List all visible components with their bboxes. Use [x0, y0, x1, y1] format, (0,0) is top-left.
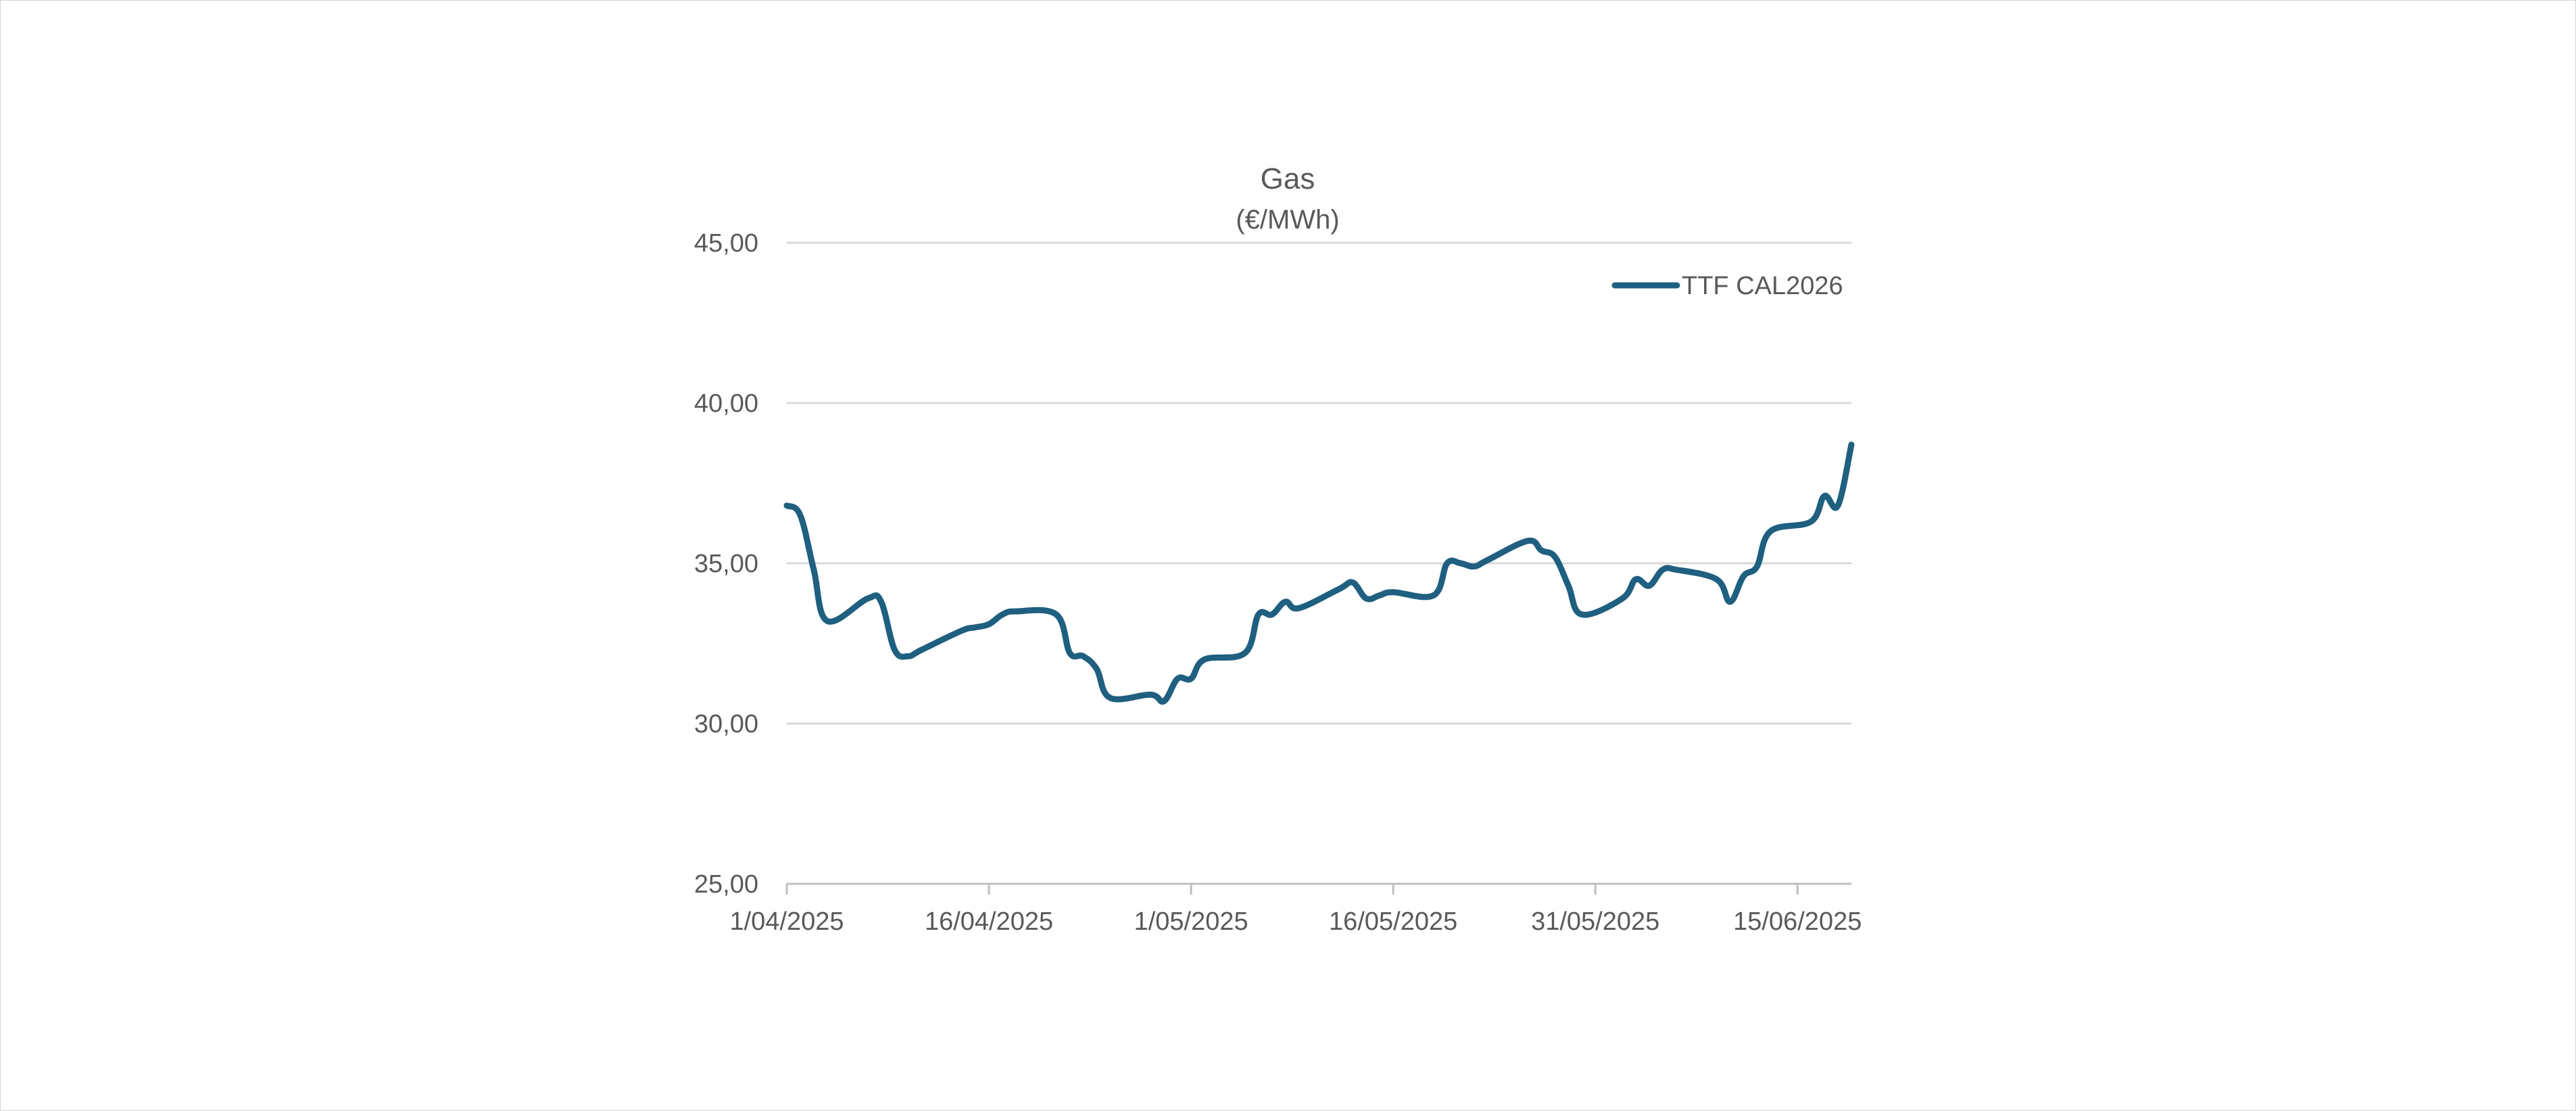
- y-tick-label-2: 35,00: [694, 550, 758, 578]
- y-tick-label-1: 30,00: [694, 710, 758, 738]
- y-tick-label-3: 40,00: [694, 389, 758, 418]
- x-tick-label-1: 16/04/2025: [925, 907, 1053, 936]
- gridlines: [787, 241, 1851, 725]
- x-axis: [785, 882, 1851, 895]
- series-line-0: [783, 442, 1855, 705]
- legend: TTF CAL2026: [1611, 272, 1843, 300]
- y-axis-tick-labels: 25,00 30,00 35,00 40,00 45,00: [694, 229, 758, 899]
- y-tick-label-0: 25,00: [694, 870, 758, 899]
- x-tick-label-5: 15/06/2025: [1733, 907, 1862, 936]
- chart-title: Gas: [1261, 162, 1315, 195]
- chart-subtitle: (€/MWh): [1236, 205, 1339, 235]
- x-axis-tick-labels: 1/04/2025 16/04/2025 1/05/2025 16/05/2025 31…: [729, 907, 1862, 936]
- x-tick-label-0: 1/04/2025: [729, 907, 844, 936]
- legend-label-ttf-cal2026: TTF CAL2026: [1682, 272, 1843, 300]
- y-tick-label-4: 45,00: [694, 229, 758, 258]
- x-tick-label-4: 31/05/2025: [1531, 907, 1659, 936]
- series-layer: [783, 442, 1855, 705]
- x-tick-label-3: 16/05/2025: [1329, 907, 1457, 936]
- x-tick-label-2: 1/05/2025: [1134, 907, 1248, 936]
